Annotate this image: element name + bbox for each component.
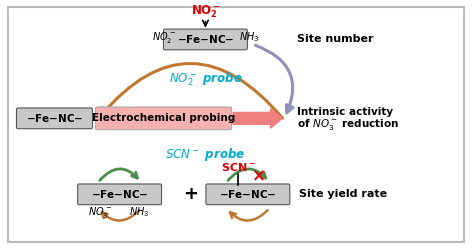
FancyBboxPatch shape xyxy=(95,107,232,130)
Text: $\mathbf{-Fe{-}NC{-}}$: $\mathbf{-Fe{-}NC{-}}$ xyxy=(177,33,234,45)
Text: $\mathbf{\times}$: $\mathbf{\times}$ xyxy=(251,168,264,186)
Text: $\mathbf{-Fe{-}NC{-}}$: $\mathbf{-Fe{-}NC{-}}$ xyxy=(219,188,276,200)
FancyBboxPatch shape xyxy=(206,184,290,205)
Text: of $NO_3^-$ reduction: of $NO_3^-$ reduction xyxy=(297,117,399,132)
Text: $\mathbf{-Fe{-}NC{-}}$: $\mathbf{-Fe{-}NC{-}}$ xyxy=(91,188,148,200)
FancyBboxPatch shape xyxy=(164,29,247,50)
FancyBboxPatch shape xyxy=(8,7,464,242)
FancyArrowPatch shape xyxy=(255,45,293,113)
Text: $NH_3$: $NH_3$ xyxy=(238,31,259,44)
Text: Intrinsic activity: Intrinsic activity xyxy=(297,107,393,118)
Text: $NH_3$: $NH_3$ xyxy=(129,205,149,219)
FancyBboxPatch shape xyxy=(78,184,162,205)
Text: $SCN^-$ probe: $SCN^-$ probe xyxy=(165,146,246,163)
Text: $NO_2^-$ probe: $NO_2^-$ probe xyxy=(169,70,242,88)
Text: +: + xyxy=(183,185,198,203)
FancyBboxPatch shape xyxy=(17,108,92,129)
Text: $NO_3^-$: $NO_3^-$ xyxy=(88,205,112,219)
FancyArrowPatch shape xyxy=(101,63,283,118)
Text: $\mathbf{SCN^-}$: $\mathbf{SCN^-}$ xyxy=(220,161,255,173)
Text: Site yield rate: Site yield rate xyxy=(299,189,387,199)
FancyArrow shape xyxy=(233,108,283,128)
Text: Electrochemical probing: Electrochemical probing xyxy=(92,113,235,123)
Text: Site number: Site number xyxy=(297,34,374,44)
Text: $\mathbf{NO_2^-}$: $\mathbf{NO_2^-}$ xyxy=(191,3,220,20)
Text: $\mathbf{-Fe{-}NC{-}}$: $\mathbf{-Fe{-}NC{-}}$ xyxy=(26,112,83,124)
Text: $NO_2^-$: $NO_2^-$ xyxy=(152,30,176,45)
